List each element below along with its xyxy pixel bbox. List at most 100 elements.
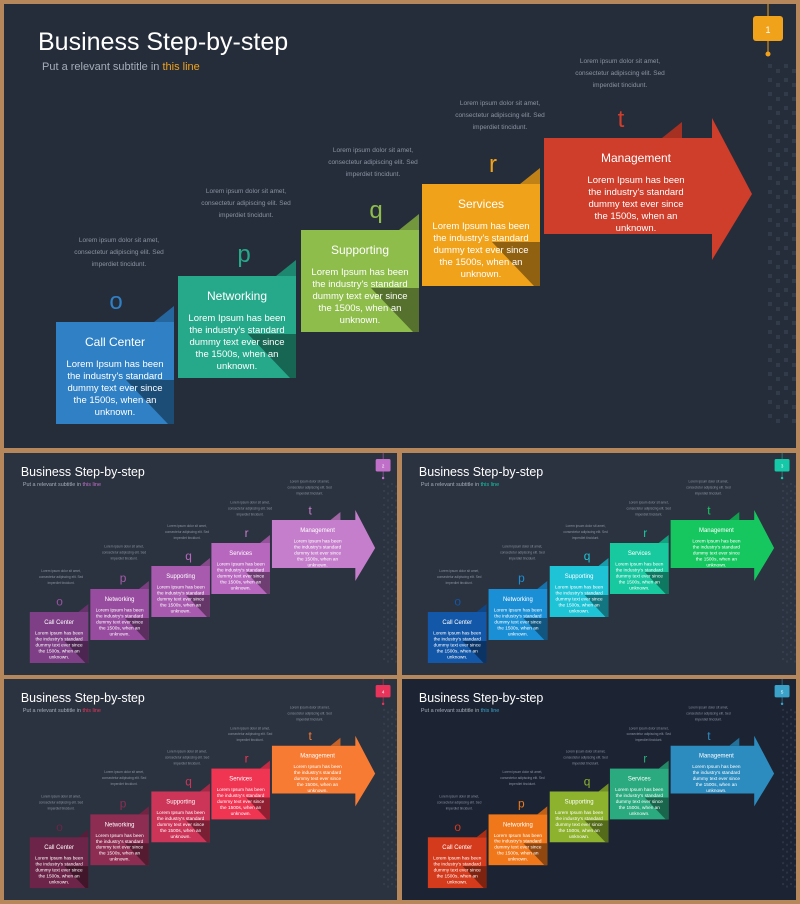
step-body-line: the 1500s, when an xyxy=(497,625,538,631)
step-note-line: imperdiet tincidunt. xyxy=(446,581,473,585)
step-body-line: Lorem Ipsum has been xyxy=(96,833,145,839)
step-note-line: Lorem ipsum dolor sit amet, xyxy=(580,58,660,65)
step-note-line: Lorem ipsum dolor sit amet, xyxy=(629,500,669,504)
step-body-line: dummy text ever since xyxy=(433,245,528,256)
step-letter: r xyxy=(643,752,647,766)
step-letter: q xyxy=(584,549,591,563)
slide-thumbnail-5[interactable]: 5 Business Step-by-step Put a relevant sub… xyxy=(402,679,796,900)
step-label: Networking xyxy=(207,289,267,303)
step-note-line: Lorem ipsum dolor sit amet, xyxy=(566,750,606,754)
step-fold-accent xyxy=(598,558,609,566)
step-note-line: Lorem ipsum dolor sit amet, xyxy=(460,100,540,107)
step-body-line: Lorem Ipsum has been xyxy=(555,810,604,816)
step-label: Management xyxy=(300,754,335,760)
slide-main[interactable]: 1 Business Step-by-step Put a relevant sub… xyxy=(4,4,796,448)
page-number-badge: 1 xyxy=(753,4,783,57)
step-body-line: dummy text ever since xyxy=(588,199,683,210)
step-body-line: dummy text ever since xyxy=(556,596,603,602)
step-note-line: consectetur adipiscing elit. Sed xyxy=(228,506,272,510)
step-shadow xyxy=(644,797,669,820)
step-letter: r xyxy=(643,526,647,540)
step-body-line: the 1500s, when an xyxy=(319,303,402,314)
slide-subtitle: Put a relevant subtitle in this line xyxy=(23,482,101,488)
step-label: Services xyxy=(229,777,252,783)
step-body-line: Lorem Ipsum has been xyxy=(217,561,265,567)
step-label: Networking xyxy=(503,822,533,828)
step-body-line: Lorem Ipsum has been xyxy=(615,787,664,793)
step-body-line: the 1500s, when an xyxy=(619,805,661,811)
step-body-line: unknown. xyxy=(447,654,467,660)
step-note-line: consectetur adipiscing elit. Sed xyxy=(165,530,209,534)
step-body-line: unknown. xyxy=(217,361,258,372)
step-body-line: the 1500s, when an xyxy=(696,782,738,788)
step-note-line: consectetur adipiscing elit. Sed xyxy=(39,575,83,579)
subtitle-highlight: this line xyxy=(82,708,100,714)
page-number: 5 xyxy=(781,689,784,694)
slide-canvas: 1 Business Step-by-step Put a relevant sub… xyxy=(4,4,796,448)
step-letter: o xyxy=(56,820,63,834)
step-body-line: dummy text ever since xyxy=(217,573,264,579)
step-note-line: imperdiet tincidunt. xyxy=(111,782,138,786)
slide-thumbnail-3[interactable]: 3 Business Step-by-step Put a relevant sub… xyxy=(402,453,796,675)
step-body-line: the 1500s, when an xyxy=(297,782,339,788)
step-note-line: imperdiet tincidunt. xyxy=(237,738,264,742)
step-note-line: Lorem ipsum dolor sit amet, xyxy=(104,770,144,774)
page-number: 4 xyxy=(382,689,385,694)
step-note-line: consectetur adipiscing elit. Sed xyxy=(102,550,146,554)
step-body-line: unknown. xyxy=(110,857,130,863)
step-body-line: Lorem Ipsum has been xyxy=(217,787,266,793)
step-body-line: unknown. xyxy=(308,788,328,794)
decorative-dot-grid xyxy=(383,708,397,888)
step-note-line: Lorem ipsum dolor sit amet, xyxy=(167,750,207,754)
slide-thumbnail-4[interactable]: 4 Business Step-by-step Put a relevant sub… xyxy=(4,679,397,900)
step-body-line: dummy text ever since xyxy=(693,550,740,556)
step-body-line: the 1500s, when an xyxy=(39,648,80,654)
step-fold-accent xyxy=(399,214,419,230)
step-note-line: Lorem ipsum dolor sit amet, xyxy=(629,726,669,730)
slide-thumbnail-2[interactable]: 2 Business Step-by-step Put a relevant sub… xyxy=(4,453,397,675)
step-note-line: consectetur adipiscing elit. Sed xyxy=(627,506,672,510)
subtitle-highlight: this line xyxy=(481,708,500,714)
step-note-line: imperdiet tincidunt. xyxy=(296,491,323,495)
step-body-line: dummy text ever since xyxy=(36,642,83,648)
step-note-line: Lorem ipsum dolor sit amet, xyxy=(41,794,81,798)
step-letter: r xyxy=(245,752,249,766)
step-body-line: unknown. xyxy=(447,880,467,886)
step-shadow xyxy=(125,843,149,866)
step-body-line: the industry's standard xyxy=(67,371,162,382)
step-body-line: dummy text ever since xyxy=(555,822,603,828)
step-label: Call Center xyxy=(44,620,74,626)
step-body-line: unknown. xyxy=(508,857,528,863)
step-body-line: the 1500s, when an xyxy=(595,211,678,222)
step-body-line: Lorem Ipsum has been xyxy=(692,764,741,770)
step-note-line: consectetur adipiscing elit. Sed xyxy=(575,70,665,77)
subtitle-highlight: this line xyxy=(83,482,101,488)
step-label: Networking xyxy=(105,597,135,603)
step-label: Services xyxy=(628,551,651,557)
page-number-badge: 5 xyxy=(774,679,790,706)
step-body-line: Lorem Ipsum has been xyxy=(157,584,205,590)
step-fold-accent xyxy=(260,760,270,769)
step-note-line: imperdiet tincidunt. xyxy=(346,171,401,178)
step-body-line: the 1500s, when an xyxy=(619,579,660,585)
slide-subtitle: Put a relevant subtitle in this line xyxy=(421,482,499,488)
step-note-line: imperdiet tincidunt. xyxy=(509,782,536,786)
step-label: Services xyxy=(458,197,504,211)
step-body-line: the 1500s, when an xyxy=(437,874,479,880)
decorative-dot-grid xyxy=(782,708,796,888)
step-body-line: Lorem Ipsum has been xyxy=(433,630,482,636)
step-note-line: Lorem ipsum dolor sit amet, xyxy=(41,569,81,573)
step-body-line: the 1500s, when an xyxy=(39,874,81,880)
step-body-line: Lorem Ipsum has been xyxy=(311,267,408,278)
decorative-dot-grid xyxy=(383,483,397,663)
step-note-line: consectetur adipiscing elit. Sed xyxy=(500,776,545,780)
step-note-line: imperdiet tincidunt. xyxy=(695,717,722,721)
